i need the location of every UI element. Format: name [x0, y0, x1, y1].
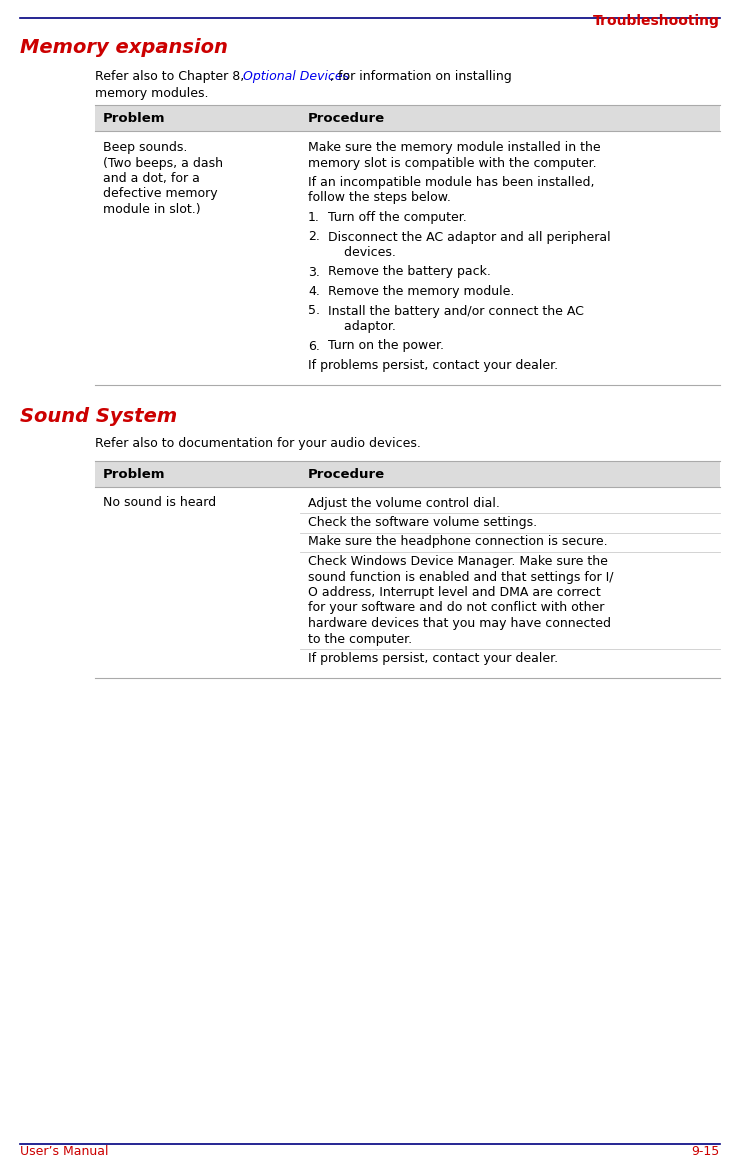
Text: Turn off the computer.: Turn off the computer. [328, 211, 466, 224]
Text: module in slot.): module in slot.) [103, 203, 201, 216]
Text: and a dot, for a: and a dot, for a [103, 172, 200, 185]
Text: Check the software volume settings.: Check the software volume settings. [308, 516, 537, 529]
Text: 9-15: 9-15 [692, 1145, 720, 1158]
Text: If an incompatible module has been installed,: If an incompatible module has been insta… [308, 176, 595, 189]
Text: devices.: devices. [328, 246, 396, 259]
Text: Remove the memory module.: Remove the memory module. [328, 285, 514, 298]
Text: , for information on installing: , for information on installing [330, 70, 511, 83]
Text: hardware devices that you may have connected: hardware devices that you may have conne… [308, 616, 611, 631]
Bar [95, 105, 720, 131]
Text: (Two beeps, a dash: (Two beeps, a dash [103, 157, 223, 170]
Text: to the computer.: to the computer. [308, 633, 412, 646]
Text: 3.: 3. [308, 266, 320, 279]
Text: Troubleshooting: Troubleshooting [593, 14, 720, 28]
Text: If problems persist, contact your dealer.: If problems persist, contact your dealer… [308, 652, 558, 665]
Text: defective memory: defective memory [103, 188, 218, 200]
Text: 6.: 6. [308, 340, 320, 353]
Text: Turn on the power.: Turn on the power. [328, 340, 444, 353]
Text: Problem: Problem [103, 113, 165, 125]
Text: Sound System: Sound System [20, 407, 177, 425]
Text: 1.: 1. [308, 211, 320, 224]
Text: 5.: 5. [308, 305, 320, 318]
Text: If problems persist, contact your dealer.: If problems persist, contact your dealer… [308, 359, 558, 372]
Text: Problem: Problem [103, 468, 165, 481]
Text: User’s Manual: User’s Manual [20, 1145, 108, 1158]
Text: Refer also to documentation for your audio devices.: Refer also to documentation for your aud… [95, 436, 421, 450]
Text: Make sure the headphone connection is secure.: Make sure the headphone connection is se… [308, 536, 607, 548]
Text: Refer also to Chapter 8,: Refer also to Chapter 8, [95, 70, 248, 83]
Text: Adjust the volume control dial.: Adjust the volume control dial. [308, 497, 500, 510]
Text: memory slot is compatible with the computer.: memory slot is compatible with the compu… [308, 157, 596, 170]
Text: follow the steps below.: follow the steps below. [308, 191, 451, 204]
Text: 2.: 2. [308, 231, 320, 244]
Text: 4.: 4. [308, 285, 320, 298]
Text: Disconnect the AC adaptor and all peripheral: Disconnect the AC adaptor and all periph… [328, 231, 610, 244]
Text: Procedure: Procedure [308, 468, 385, 481]
Text: Memory expansion: Memory expansion [20, 38, 228, 57]
Text: No sound is heard: No sound is heard [103, 497, 216, 510]
Text: O address, Interrupt level and DMA are correct: O address, Interrupt level and DMA are c… [308, 586, 601, 599]
Bar [95, 461, 720, 486]
Text: Install the battery and/or connect the AC: Install the battery and/or connect the A… [328, 305, 584, 318]
Text: for your software and do not conflict with other: for your software and do not conflict wi… [308, 601, 604, 614]
Text: Procedure: Procedure [308, 113, 385, 125]
Text: adaptor.: adaptor. [328, 320, 396, 333]
Text: Optional Devices: Optional Devices [243, 70, 349, 83]
Text: memory modules.: memory modules. [95, 87, 209, 100]
Text: Remove the battery pack.: Remove the battery pack. [328, 266, 491, 279]
Text: sound function is enabled and that settings for I/: sound function is enabled and that setti… [308, 571, 613, 584]
Text: Make sure the memory module installed in the: Make sure the memory module installed in… [308, 141, 601, 154]
Text: Check Windows Device Manager. Make sure the: Check Windows Device Manager. Make sure … [308, 556, 608, 568]
Text: Beep sounds.: Beep sounds. [103, 141, 187, 154]
